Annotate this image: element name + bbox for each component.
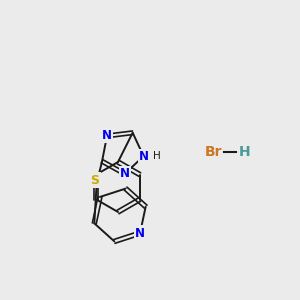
Text: H: H bbox=[239, 145, 251, 159]
Text: H: H bbox=[153, 151, 160, 161]
Text: N: N bbox=[139, 150, 148, 163]
Text: N: N bbox=[135, 226, 145, 240]
Text: N: N bbox=[120, 167, 130, 180]
Text: S: S bbox=[91, 173, 100, 187]
Text: N: N bbox=[102, 129, 112, 142]
Text: Br: Br bbox=[204, 145, 222, 159]
